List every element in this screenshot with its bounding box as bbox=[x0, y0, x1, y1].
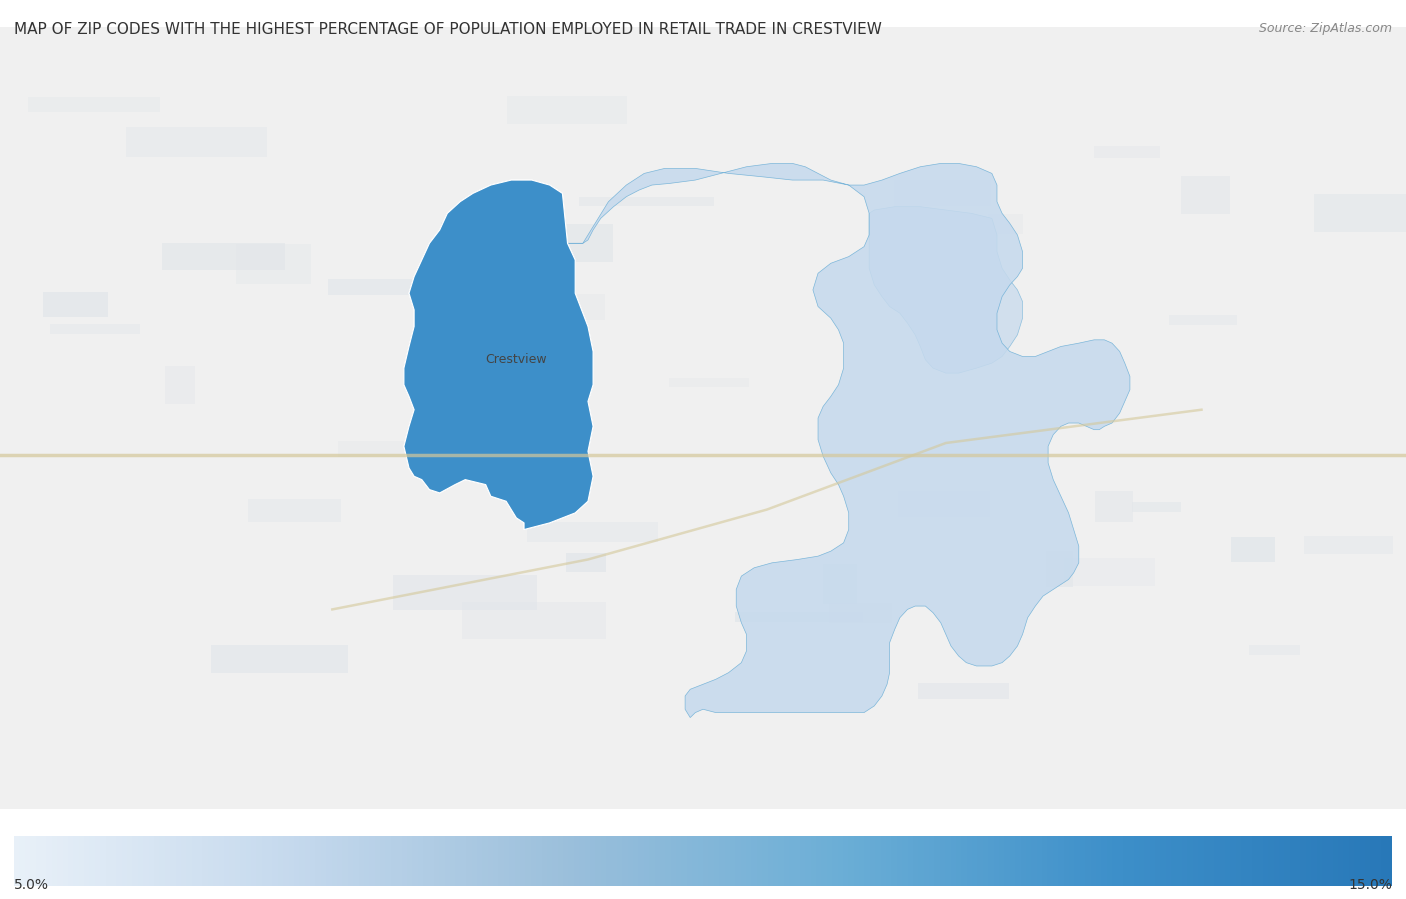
Bar bbox=[249, 499, 342, 522]
Text: 15.0%: 15.0% bbox=[1348, 877, 1392, 892]
Bar bbox=[42, 292, 108, 317]
Bar bbox=[1249, 645, 1299, 654]
Bar bbox=[337, 441, 460, 457]
Bar bbox=[669, 378, 749, 387]
Bar bbox=[236, 245, 311, 284]
Bar bbox=[498, 294, 605, 320]
Bar bbox=[1313, 194, 1406, 232]
Polygon shape bbox=[404, 180, 593, 530]
Bar bbox=[392, 574, 537, 610]
Bar bbox=[894, 180, 991, 206]
Text: 5.0%: 5.0% bbox=[14, 877, 49, 892]
Bar bbox=[28, 97, 160, 112]
Bar bbox=[579, 197, 714, 206]
Bar bbox=[437, 369, 554, 390]
Bar bbox=[508, 95, 627, 124]
Bar bbox=[823, 565, 858, 604]
Bar bbox=[51, 324, 139, 334]
Bar bbox=[1181, 176, 1230, 215]
Bar bbox=[1064, 558, 1156, 586]
Bar bbox=[987, 214, 1022, 235]
Bar bbox=[474, 225, 613, 263]
Bar bbox=[166, 366, 195, 405]
Bar bbox=[440, 222, 548, 260]
Bar bbox=[918, 683, 1010, 699]
Bar bbox=[211, 645, 347, 673]
Bar bbox=[1046, 551, 1073, 587]
Bar bbox=[127, 128, 267, 156]
Bar bbox=[1132, 502, 1181, 512]
Polygon shape bbox=[869, 207, 1022, 373]
Bar bbox=[735, 611, 863, 622]
Bar bbox=[565, 553, 606, 573]
Bar bbox=[162, 243, 285, 270]
Bar bbox=[830, 603, 891, 623]
Bar bbox=[897, 491, 990, 517]
Text: MAP OF ZIP CODES WITH THE HIGHEST PERCENTAGE OF POPULATION EMPLOYED IN RETAIL TR: MAP OF ZIP CODES WITH THE HIGHEST PERCEN… bbox=[14, 22, 882, 38]
Bar bbox=[1095, 491, 1133, 521]
Bar bbox=[527, 522, 658, 542]
Bar bbox=[1230, 537, 1275, 562]
Bar bbox=[1094, 146, 1160, 157]
Bar bbox=[1170, 315, 1237, 325]
Text: Crestview: Crestview bbox=[485, 353, 547, 366]
Text: Source: ZipAtlas.com: Source: ZipAtlas.com bbox=[1258, 22, 1392, 35]
Bar bbox=[1303, 536, 1393, 554]
Polygon shape bbox=[568, 164, 1130, 717]
Bar bbox=[328, 280, 451, 296]
Bar bbox=[463, 601, 606, 639]
Polygon shape bbox=[404, 180, 593, 530]
